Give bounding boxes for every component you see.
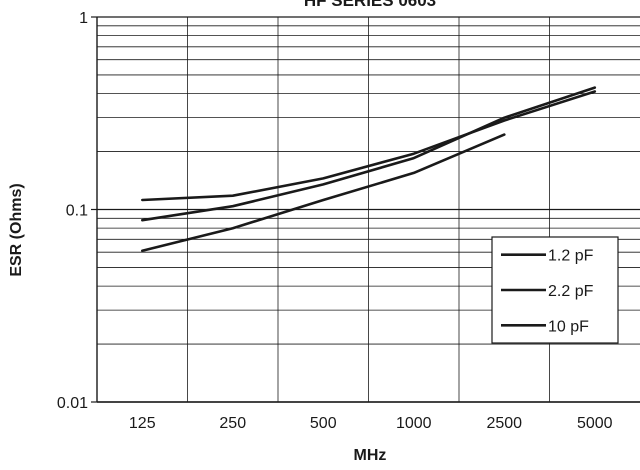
y-tick-label: 1 bbox=[79, 10, 88, 27]
legend-label: 2.2 pF bbox=[548, 283, 594, 300]
x-tick-label: 2500 bbox=[486, 415, 522, 432]
legend: 1.2 pF 2.2 pF 10 pF bbox=[491, 236, 619, 344]
y-tick-label: 0.1 bbox=[66, 203, 88, 220]
chart-title: HF SERIES 0603 bbox=[304, 0, 436, 10]
x-tick-label: 250 bbox=[219, 415, 246, 432]
x-axis-label: MHz bbox=[354, 447, 387, 464]
series-line bbox=[141, 133, 506, 253]
legend-label: 1.2 pF bbox=[548, 248, 594, 265]
series-line bbox=[141, 86, 597, 222]
x-tick-label: 125 bbox=[129, 415, 156, 432]
y-tick-label: 0.01 bbox=[57, 395, 88, 412]
tick-labels: 1 0.1 0.01 125 250 500 1000 2500 5000 bbox=[57, 10, 613, 432]
x-tick-label: 500 bbox=[310, 415, 337, 432]
y-axis-label: ESR (Ohms) bbox=[8, 183, 25, 276]
series-lines bbox=[141, 86, 597, 253]
x-tick-label: 5000 bbox=[577, 415, 613, 432]
series-line bbox=[141, 90, 597, 202]
legend-label: 10 pF bbox=[548, 318, 589, 335]
x-tick-label: 1000 bbox=[396, 415, 432, 432]
grid-lines bbox=[97, 17, 640, 403]
